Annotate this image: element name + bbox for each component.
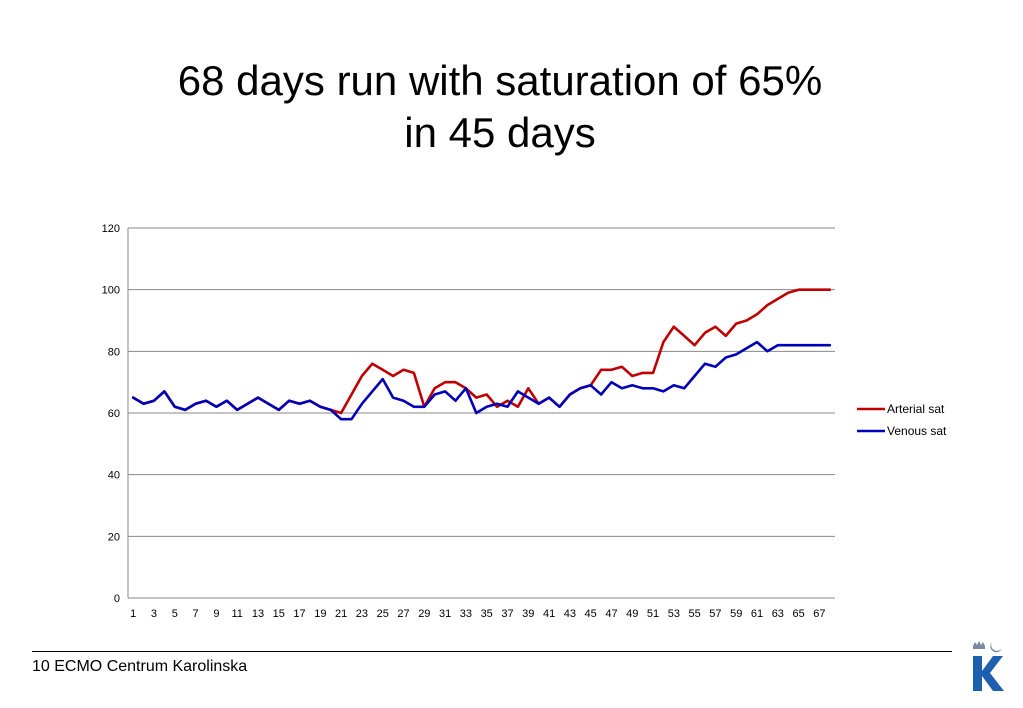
x-tick-label: 1 — [130, 608, 136, 620]
slide-title: 68 days run with saturation of 65% in 45… — [0, 55, 1000, 159]
y-tick-label: 20 — [108, 531, 120, 543]
x-tick-label: 55 — [689, 608, 701, 620]
legend-label: Venous sat — [887, 424, 947, 438]
title-line-2: in 45 days — [404, 109, 596, 156]
x-tick-label: 21 — [335, 608, 347, 620]
y-tick-label: 80 — [108, 346, 120, 358]
series-line-venous — [131, 340, 832, 421]
x-tick-label: 51 — [647, 608, 659, 620]
y-tick-label: 0 — [114, 593, 120, 605]
x-tick-label: 17 — [293, 608, 305, 620]
x-tick-label: 7 — [193, 608, 199, 620]
x-tick-label: 15 — [273, 608, 285, 620]
x-tick-label: 11 — [231, 608, 242, 620]
x-tick-label: 5 — [172, 608, 178, 620]
x-tick-label: 3 — [151, 608, 157, 620]
y-tick-label: 60 — [108, 408, 120, 420]
x-tick-label: 27 — [397, 608, 409, 620]
x-tick-label: 63 — [772, 608, 784, 620]
x-tick-label: 39 — [522, 608, 534, 620]
x-tick-label: 41 — [543, 608, 555, 620]
x-tick-label: 9 — [213, 608, 219, 620]
x-tick-label: 43 — [564, 608, 576, 620]
x-tick-label: 31 — [439, 608, 451, 620]
x-tick-label: 25 — [377, 608, 389, 620]
x-tick-label: 57 — [709, 608, 721, 620]
y-tick-label: 100 — [102, 285, 120, 297]
x-tick-label: 67 — [813, 608, 825, 620]
footer-text: 10 ECMO Centrum Karolinska — [32, 658, 248, 675]
x-tick-label: 59 — [730, 608, 742, 620]
x-tick-label: 37 — [501, 608, 513, 620]
x-tick-label: 49 — [626, 608, 638, 620]
x-tick-label: 13 — [252, 608, 264, 620]
x-tick-label: 65 — [792, 608, 804, 620]
y-tick-label: 40 — [108, 470, 120, 482]
x-tick-label: 19 — [314, 608, 326, 620]
y-tick-label: 120 — [102, 223, 120, 235]
x-tick-label: 47 — [605, 608, 617, 620]
x-tick-label: 35 — [481, 608, 493, 620]
title-line-1: 68 days run with saturation of 65% — [177, 57, 823, 104]
footer-divider — [32, 651, 952, 652]
karolinska-logo — [973, 641, 1004, 691]
x-tick-label: 23 — [356, 608, 368, 620]
legend-label: Arterial sat — [887, 402, 945, 416]
x-tick-label: 61 — [751, 608, 763, 620]
x-tick-label: 53 — [668, 608, 680, 620]
x-tick-label: 29 — [418, 608, 430, 620]
x-tick-label: 45 — [585, 608, 597, 620]
x-tick-label: 33 — [460, 608, 472, 620]
